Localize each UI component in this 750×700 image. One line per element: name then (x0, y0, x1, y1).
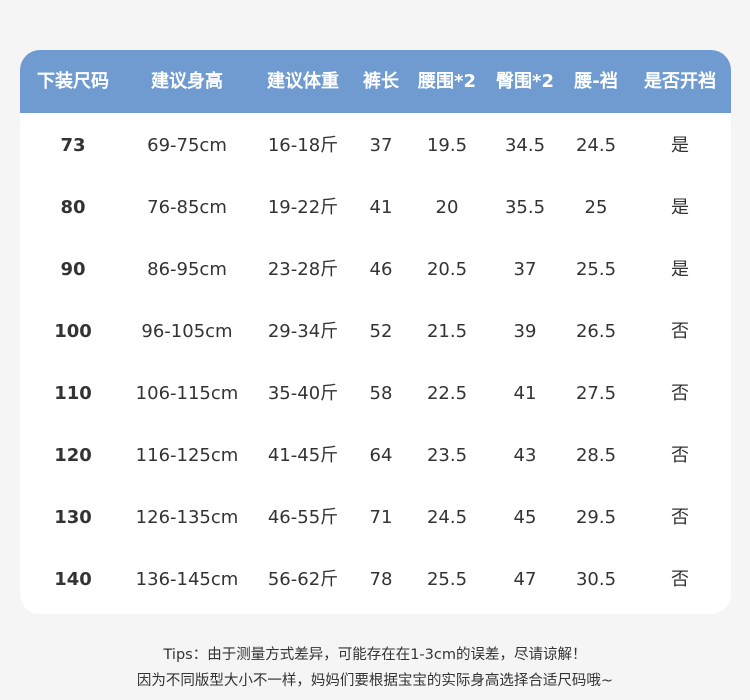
table-cell: 25.5 (426, 569, 468, 590)
table-row: 140 136-145cm 56-62斤 78 25.5 47 30.5 否 (20, 549, 731, 611)
table-cell: 64 (369, 445, 393, 466)
table-cell: 140 (54, 569, 92, 590)
table-cell: 96-105cm (141, 321, 233, 342)
table-cell: 35-40斤 (267, 383, 339, 404)
table-cell: 37 (513, 259, 537, 280)
table-cell: 47 (513, 569, 537, 590)
table-cell: 110 (54, 383, 92, 404)
tips-line-1: Tips：由于测量方式差异，可能存在在1-3cm的误差，尽请谅解！ (163, 647, 587, 663)
table-row: 100 96-105cm 29-34斤 52 21.5 39 26.5 否 (20, 301, 731, 363)
table-row: 130 126-135cm 46-55斤 71 24.5 45 29.5 否 (20, 487, 731, 549)
table-cell: 27.5 (575, 383, 617, 404)
table-cell: 29-34斤 (267, 321, 339, 342)
table-cell: 52 (369, 321, 393, 342)
table-cell: 否 (671, 507, 689, 528)
table-cell: 39 (513, 321, 537, 342)
table-cell: 30.5 (575, 569, 617, 590)
table-cell: 35.5 (504, 197, 546, 218)
column-header: 腰围*2 (418, 71, 476, 92)
column-header: 是否开裆 (644, 71, 716, 92)
table-cell: 是 (671, 259, 689, 280)
table-cell: 41-45斤 (267, 445, 339, 466)
table-row: 120 116-125cm 41-45斤 64 23.5 43 28.5 否 (20, 425, 731, 487)
table-cell: 20.5 (426, 259, 468, 280)
column-header: 建议身高 (151, 71, 223, 92)
table-cell: 34.5 (504, 135, 546, 156)
table-cell: 86-95cm (147, 259, 227, 280)
table-cell: 37 (369, 135, 393, 156)
table-cell: 19-22斤 (267, 197, 339, 218)
table-cell: 120 (54, 445, 92, 466)
table-cell: 19.5 (426, 135, 468, 156)
table-row: 80 76-85cm 19-22斤 41 20 35.5 25 是 (20, 177, 731, 239)
table-cell: 69-75cm (147, 135, 227, 156)
table-cell: 16-18斤 (267, 135, 339, 156)
table-cell: 126-135cm (135, 507, 239, 528)
table-cell: 25 (584, 197, 608, 218)
table-cell: 26.5 (575, 321, 617, 342)
table-cell: 是 (671, 135, 689, 156)
column-header: 腰-裆 (574, 71, 618, 92)
table-cell: 130 (54, 507, 92, 528)
table-cell: 76-85cm (147, 197, 227, 218)
table-cell: 23.5 (426, 445, 468, 466)
table-cell: 28.5 (575, 445, 617, 466)
table-cell: 90 (60, 259, 86, 280)
table-cell: 25.5 (575, 259, 617, 280)
table-cell: 73 (60, 135, 86, 156)
table-cell: 否 (671, 383, 689, 404)
table-cell: 41 (513, 383, 537, 404)
table-cell: 106-115cm (135, 383, 239, 404)
table-cell: 116-125cm (135, 445, 239, 466)
table-cell: 24.5 (426, 507, 468, 528)
table-cell: 45 (513, 507, 537, 528)
table-cell: 21.5 (426, 321, 468, 342)
table-cell: 43 (513, 445, 537, 466)
table-cell: 71 (369, 507, 393, 528)
table-cell: 56-62斤 (267, 569, 339, 590)
table-cell: 41 (369, 197, 393, 218)
table-header: 下装尺码 建议身高 建议体重 裤长 腰围*2 臀围*2 腰-裆 是否开裆 (20, 50, 731, 113)
table-cell: 是 (671, 197, 689, 218)
table-cell: 23-28斤 (267, 259, 339, 280)
size-chart-table: 下装尺码 建议身高 建议体重 裤长 腰围*2 臀围*2 腰-裆 是否开裆 73 69-75cm 1… (20, 50, 731, 614)
column-header: 裤长 (363, 71, 399, 92)
table-row: 73 69-75cm 16-18斤 37 19.5 34.5 24.5 是 (20, 115, 731, 177)
table-cell: 46 (369, 259, 393, 280)
table-row: 110 106-115cm 35-40斤 58 22.5 41 27.5 否 (20, 363, 731, 425)
tips-line-2: 因为不同版型大小不一样，妈妈们要根据宝宝的实际身高选择合适尺码哦~ (136, 673, 614, 689)
table-cell: 100 (54, 321, 92, 342)
table-cell: 否 (671, 321, 689, 342)
column-header: 臀围*2 (496, 71, 554, 92)
column-header: 建议体重 (267, 71, 339, 92)
table-cell: 22.5 (426, 383, 468, 404)
table-cell: 否 (671, 569, 689, 590)
table-cell: 20 (435, 197, 459, 218)
table-cell: 否 (671, 445, 689, 466)
table-cell: 29.5 (575, 507, 617, 528)
table-cell: 136-145cm (135, 569, 239, 590)
column-header: 下装尺码 (37, 71, 109, 92)
table-cell: 24.5 (575, 135, 617, 156)
table-row: 90 86-95cm 23-28斤 46 20.5 37 25.5 是 (20, 239, 731, 301)
table-cell: 46-55斤 (267, 507, 339, 528)
table-cell: 80 (60, 197, 86, 218)
table-cell: 58 (369, 383, 393, 404)
table-cell: 78 (369, 569, 393, 590)
